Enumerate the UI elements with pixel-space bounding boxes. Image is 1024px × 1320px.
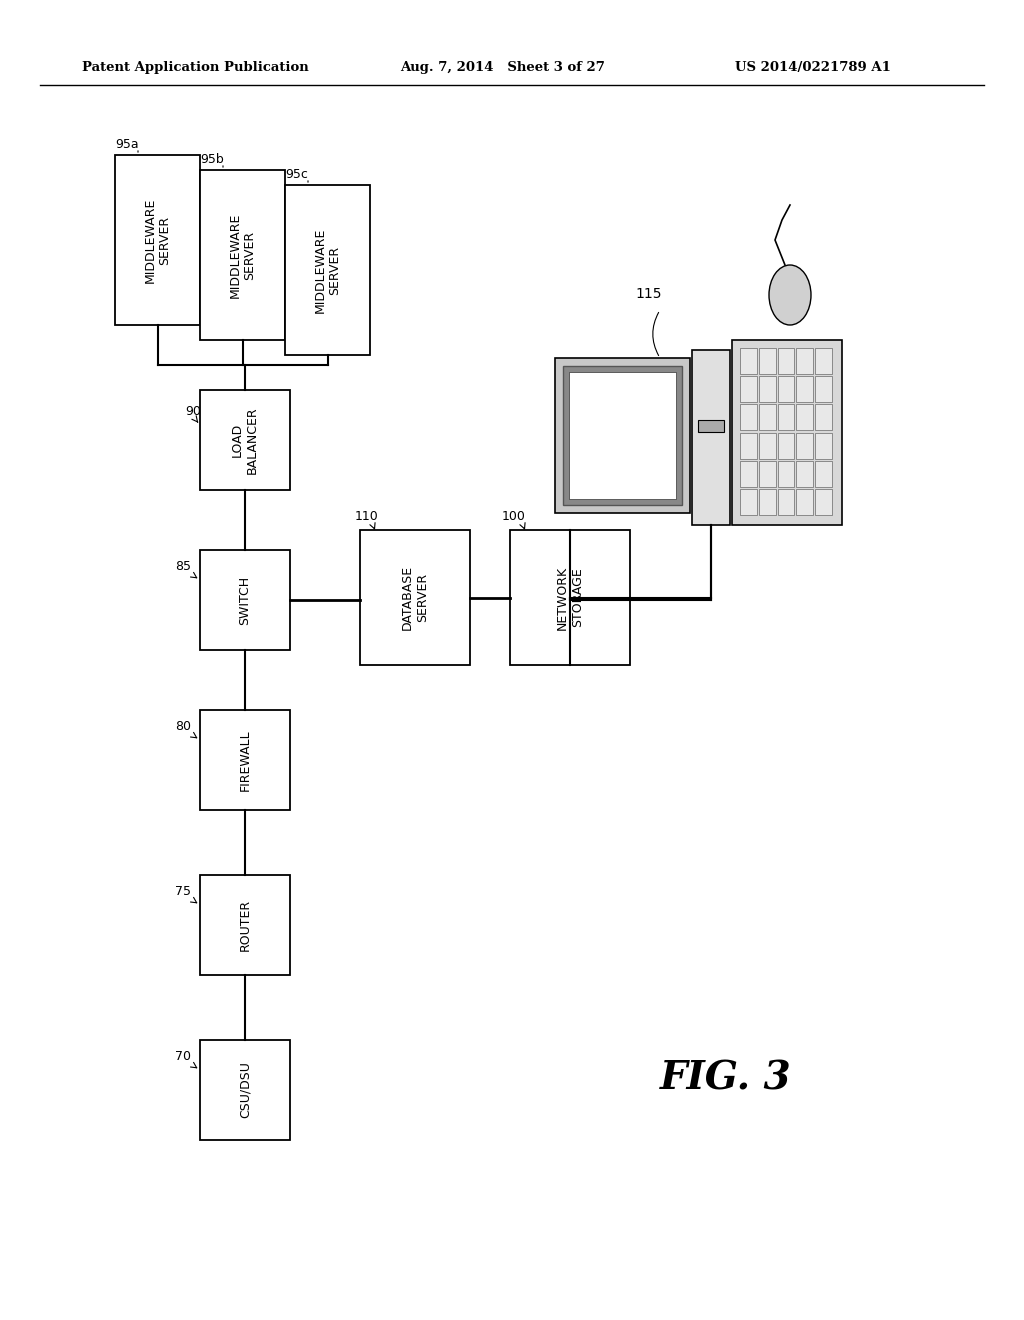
Bar [200,1040,290,1140]
Text: FIREWALL: FIREWALL [239,729,252,791]
Text: MIDDLEWARE
SERVER: MIDDLEWARE SERVER [313,227,341,313]
Text: MIDDLEWARE
SERVER: MIDDLEWARE SERVER [143,197,171,282]
Text: US 2014/0221789 A1: US 2014/0221789 A1 [735,62,891,74]
Text: 95a: 95a [115,139,138,150]
Text: 70: 70 [175,1049,191,1063]
Text: CSU/DSU: CSU/DSU [239,1061,252,1118]
Bar [360,531,470,665]
Text: NETWORK
STORAGE: NETWORK STORAGE [556,565,584,630]
Bar [740,461,757,487]
Bar [732,341,842,525]
Bar [797,348,813,374]
Bar [115,154,200,325]
Text: DATABASE
SERVER: DATABASE SERVER [401,565,429,630]
Text: 75: 75 [175,884,191,898]
Text: 95c: 95c [285,168,308,181]
Text: 100: 100 [502,510,526,523]
Bar [692,350,730,525]
Text: Aug. 7, 2014   Sheet 3 of 27: Aug. 7, 2014 Sheet 3 of 27 [400,62,605,74]
Bar [759,488,775,515]
Bar [285,185,370,355]
Bar [759,376,775,403]
Bar [759,348,775,374]
Bar [815,461,831,487]
Bar [815,376,831,403]
Bar [200,710,290,810]
Bar [777,404,795,430]
Bar [815,488,831,515]
Bar [740,348,757,374]
Bar [797,404,813,430]
Bar [777,461,795,487]
Bar [740,404,757,430]
Bar [777,348,795,374]
Text: Patent Application Publication: Patent Application Publication [82,62,309,74]
Bar [200,170,285,341]
Bar [698,420,724,432]
Bar [759,433,775,458]
Bar [563,366,682,506]
Ellipse shape [769,265,811,325]
Bar [815,348,831,374]
Bar [555,358,690,513]
Bar [797,376,813,403]
Text: 110: 110 [355,510,379,523]
Bar [759,461,775,487]
Bar [200,875,290,975]
Bar [797,488,813,515]
Bar [569,372,676,499]
Text: SWITCH: SWITCH [239,576,252,624]
Bar [815,433,831,458]
Bar [200,550,290,649]
Text: ROUTER: ROUTER [239,899,252,952]
Bar [740,433,757,458]
Text: 115: 115 [635,286,662,301]
Text: 85: 85 [175,560,191,573]
Text: 90: 90 [185,405,201,418]
Text: MIDDLEWARE
SERVER: MIDDLEWARE SERVER [228,213,256,298]
Text: LOAD
BALANCER: LOAD BALANCER [231,407,259,474]
Text: FIG. 3: FIG. 3 [660,1060,792,1098]
Bar [797,433,813,458]
Bar [777,488,795,515]
Bar [740,376,757,403]
Bar [815,404,831,430]
Text: 80: 80 [175,719,191,733]
Bar [200,389,290,490]
Bar [797,461,813,487]
Text: 95b: 95b [200,153,224,166]
Bar [759,404,775,430]
Bar [777,433,795,458]
Bar [777,376,795,403]
Bar [740,488,757,515]
Bar [510,531,630,665]
